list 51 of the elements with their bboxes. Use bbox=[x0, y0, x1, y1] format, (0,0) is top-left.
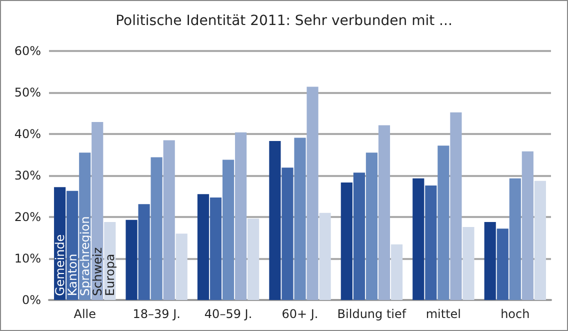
chart-title: Politische Identität 2011: Sehr verbunden mit ... bbox=[116, 13, 452, 29]
y-tick-label: 20% bbox=[14, 210, 41, 224]
bar bbox=[438, 146, 450, 300]
bar bbox=[176, 234, 188, 300]
bar bbox=[294, 138, 306, 300]
bar bbox=[248, 218, 260, 300]
bar bbox=[390, 244, 403, 300]
x-tick-label: 40–59 J. bbox=[204, 307, 252, 321]
bar bbox=[462, 226, 474, 300]
bar bbox=[222, 160, 234, 300]
y-tick-label: 50% bbox=[14, 86, 41, 100]
bar bbox=[425, 185, 437, 300]
bar bbox=[306, 86, 318, 300]
bar bbox=[484, 222, 496, 300]
bar bbox=[138, 204, 150, 300]
bar bbox=[92, 122, 104, 300]
bar bbox=[378, 125, 390, 300]
series-label: Gemeinde bbox=[52, 234, 67, 296]
bar bbox=[340, 182, 352, 300]
x-tick-label: mittel bbox=[426, 307, 462, 321]
bar bbox=[412, 178, 424, 300]
bar bbox=[509, 178, 521, 300]
bar bbox=[210, 197, 222, 300]
bar bbox=[319, 212, 331, 300]
y-tick-label: 0% bbox=[22, 293, 41, 307]
bar bbox=[282, 168, 294, 300]
bar bbox=[353, 172, 365, 300]
x-tick-label: hoch bbox=[500, 307, 530, 321]
y-tick-label: 10% bbox=[14, 252, 41, 266]
bar bbox=[163, 140, 175, 300]
bar bbox=[197, 194, 210, 300]
y-tick-label: 60% bbox=[14, 44, 41, 58]
bar bbox=[522, 151, 534, 300]
bar bbox=[450, 112, 462, 300]
series-label: Sprachregion bbox=[78, 216, 92, 296]
bar bbox=[534, 180, 546, 300]
bar bbox=[150, 157, 162, 300]
y-tick-label: 40% bbox=[14, 127, 41, 141]
x-tick-label: 18–39 J. bbox=[132, 307, 180, 321]
bar bbox=[366, 152, 378, 300]
y-tick-label: 30% bbox=[14, 168, 41, 182]
series-label: Kanton bbox=[65, 254, 80, 296]
bar bbox=[235, 132, 247, 300]
x-tick-label: 60+ J. bbox=[282, 307, 318, 321]
bar bbox=[496, 228, 508, 300]
bar bbox=[269, 141, 281, 300]
series-label: Schweiz bbox=[90, 247, 104, 296]
x-tick-label: Alle bbox=[74, 307, 96, 321]
x-tick-label: Bildung tief bbox=[337, 307, 407, 321]
bar bbox=[126, 220, 138, 300]
series-label: Europa bbox=[102, 254, 117, 296]
